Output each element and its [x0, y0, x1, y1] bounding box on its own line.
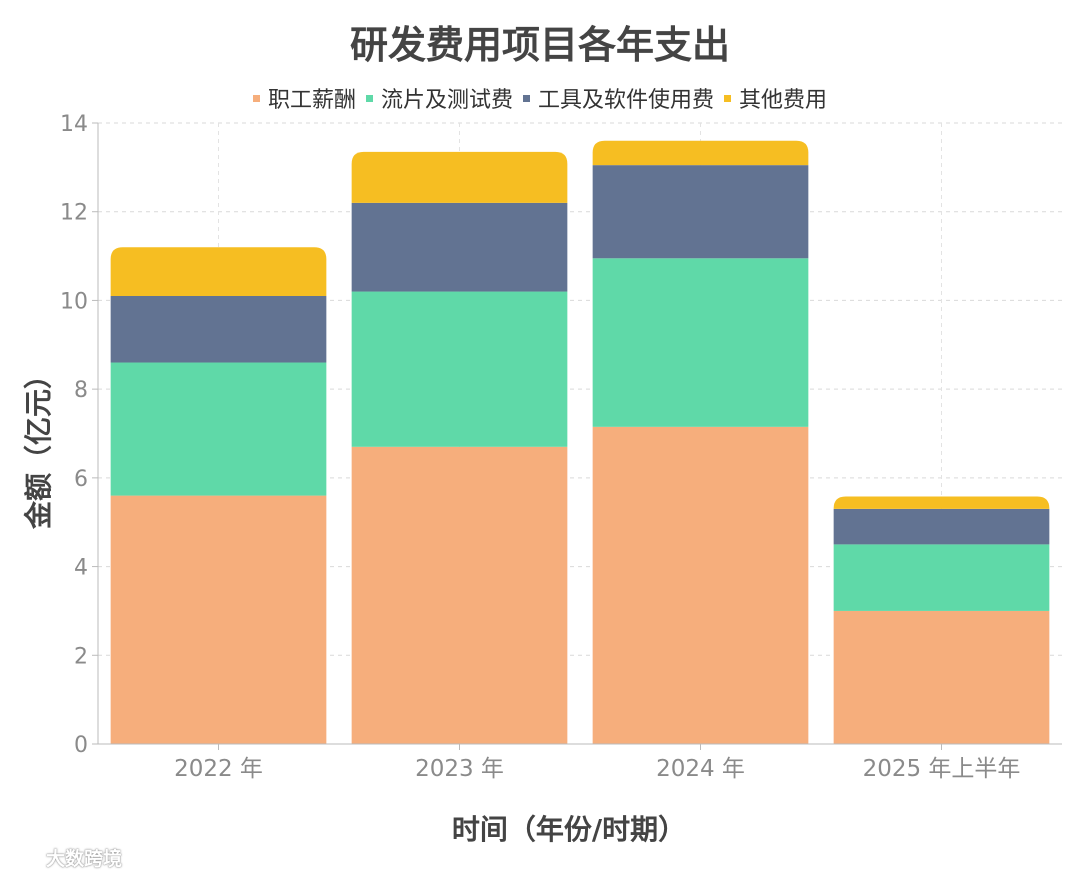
y-tick-label: 6 [74, 467, 88, 492]
y-axis-label: 金额（亿元） [22, 360, 55, 530]
y-tick-label: 10 [60, 289, 88, 314]
legend-swatch-0 [252, 94, 260, 102]
bar-segment-0-2[interactable] [110, 295, 327, 363]
legend-label-1: 流片及测试费 [380, 88, 513, 113]
bar-segment-0-0[interactable] [110, 495, 327, 744]
legend-label-3: 其他费用 [739, 88, 828, 113]
watermark: 大数跨境 [8, 844, 122, 871]
bar-segment-3-1[interactable] [833, 544, 1050, 611]
legend-swatch-3 [724, 94, 732, 102]
legend-item-2[interactable]: 工具及软件使用费 [523, 82, 714, 114]
x-tick-label: 2022 年 [174, 756, 263, 782]
legend-item-0[interactable]: 职工薪酬 [252, 82, 356, 114]
bar-segment-3-0[interactable] [833, 610, 1050, 744]
y-tick-label: 2 [74, 644, 88, 669]
legend: 职工薪酬 流片及测试费 工具及软件使用费 其他费用 [0, 82, 1080, 114]
bar-segment-2-2[interactable] [592, 165, 809, 259]
bar-segment-0-3[interactable] [110, 247, 327, 296]
y-tick-label: 4 [74, 556, 88, 581]
x-tick-label: 2023 年 [415, 756, 504, 782]
legend-label-0: 职工薪酬 [267, 88, 356, 113]
chart-title: 研发费用项目各年支出 [349, 23, 730, 67]
watermark-text: 大数跨境 [46, 848, 123, 870]
y-tick-label: 0 [74, 733, 88, 758]
y-tick-label: 12 [60, 201, 88, 226]
x-tick-label: 2025 年上半年 [863, 756, 1021, 782]
bar-segment-2-3[interactable] [592, 140, 809, 166]
bar-segment-3-2[interactable] [833, 508, 1050, 545]
bar-segment-0-1[interactable] [110, 362, 327, 496]
bar-segment-3-3[interactable] [833, 496, 1050, 509]
legend-item-3[interactable]: 其他费用 [724, 82, 827, 114]
bar-segment-1-0[interactable] [351, 446, 568, 744]
legend-label-2: 工具及软件使用费 [538, 88, 715, 113]
x-tick-label: 2024 年 [656, 756, 745, 782]
bar-segment-1-3[interactable] [351, 151, 568, 203]
y-tick-label: 14 [60, 112, 88, 137]
legend-swatch-2 [523, 94, 530, 102]
bar-segment-2-0[interactable] [592, 426, 809, 744]
bar-segment-1-2[interactable] [351, 202, 568, 292]
y-tick-label: 8 [74, 378, 88, 403]
x-axis-label: 时间（年份/时期） [451, 813, 687, 846]
legend-swatch-1 [365, 94, 373, 102]
legend-item-1[interactable]: 流片及测试费 [365, 82, 513, 114]
logo-icon [10, 850, 39, 866]
bar-segment-2-1[interactable] [592, 258, 809, 427]
bar-segment-1-1[interactable] [351, 291, 568, 447]
